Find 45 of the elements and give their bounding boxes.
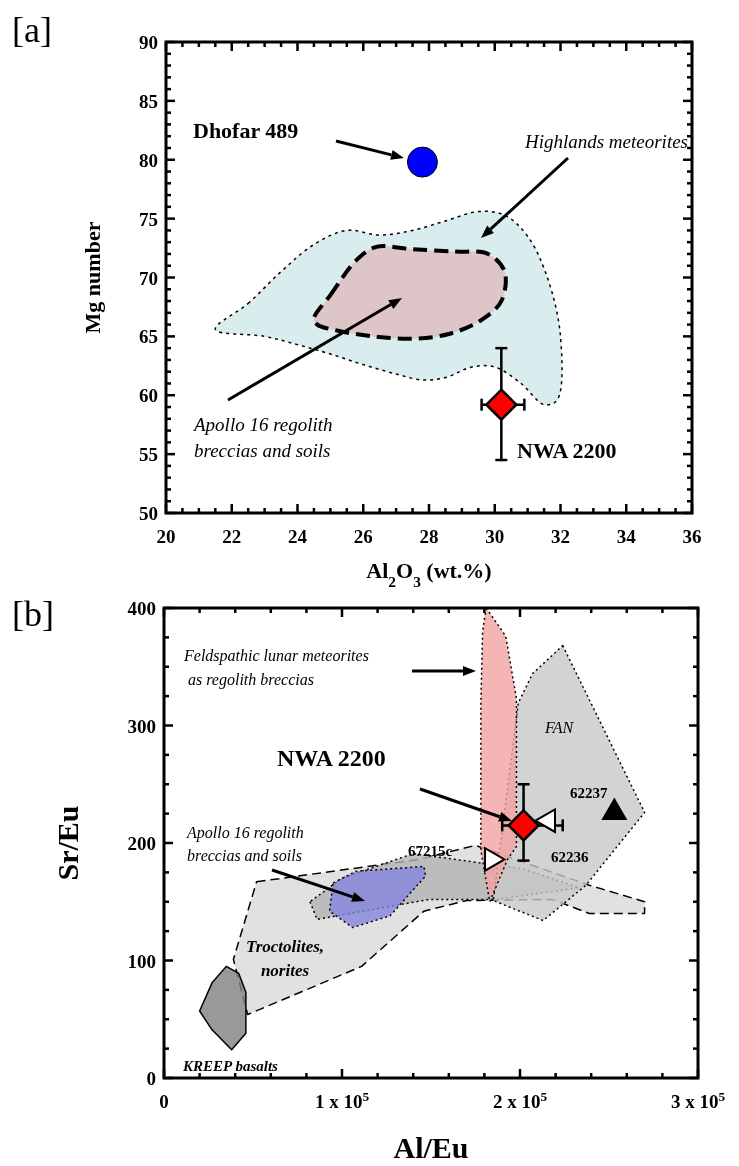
text: Apollo 16 regolith breccias and soils [192, 414, 333, 461]
x-axis-title: Al/Eu [393, 1131, 469, 1164]
y-tick-label: 60 [139, 385, 158, 407]
y-tick-label: 300 [127, 715, 156, 737]
x-tick-label: 32 [551, 526, 570, 547]
y-tick-label: 50 [139, 503, 158, 524]
y-tick-label: 70 [139, 267, 158, 289]
y-axis-title: Sr/Eu [51, 805, 84, 881]
series-label: NWA 2200 [517, 438, 617, 463]
y-tick-label: 400 [127, 598, 156, 619]
chart-title: [a] [12, 10, 52, 50]
y-tick-label: 0 [146, 1068, 156, 1089]
y-tick-label: 75 [139, 208, 158, 230]
y-tick-label: 80 [139, 149, 158, 171]
y-tick-label: 90 [139, 32, 158, 53]
annotation: Feldspathic lunar meteorites as regolith breccias [183, 647, 369, 689]
text: Apollo 16 regolith breccias and soils [186, 824, 304, 864]
legend-label: Highlands meteorites [523, 131, 688, 152]
y-tick-label: 65 [139, 326, 158, 348]
series-label: KREEP basalts [182, 1058, 279, 1074]
x-axis-title: Al$_{2}$O$_{3}$ (wt.%) [366, 558, 492, 590]
y-tick-label: 200 [127, 833, 156, 854]
series-label: FAN [544, 719, 575, 736]
x-tick-label: 30 [485, 526, 505, 547]
y-tick-label: 85 [139, 90, 158, 112]
annotation: Dhofar 489 [193, 118, 299, 143]
x-tick-label: 1 x 10$^{5}$ [314, 1088, 370, 1112]
x-tick-label: 20 [156, 526, 176, 547]
series-label: 62237 [570, 785, 608, 801]
annotation: NWA 2200 [277, 745, 386, 771]
x-tick-label: 22 [222, 526, 242, 547]
x-tick-label: 26 [353, 526, 373, 547]
annotation: 62236 [550, 848, 589, 865]
x-tick-label: 2 x 10$^{5}$ [492, 1088, 548, 1112]
y-tick-label: 55 [139, 444, 158, 466]
chart-title: [b] [12, 594, 54, 634]
annotation: 67215c [408, 843, 453, 860]
x-tick-label: 34 [616, 526, 637, 547]
y-tick-label: 100 [127, 950, 156, 972]
x-tick-label: 36 [682, 526, 702, 547]
y-axis-title: Mg number [80, 221, 105, 334]
x-tick-label: 24 [288, 526, 308, 547]
series-label: Troctolites, norites [245, 937, 325, 980]
x-tick-label: 3 x 10$^{5}$ [670, 1088, 726, 1112]
x-tick-label: 28 [419, 526, 439, 547]
